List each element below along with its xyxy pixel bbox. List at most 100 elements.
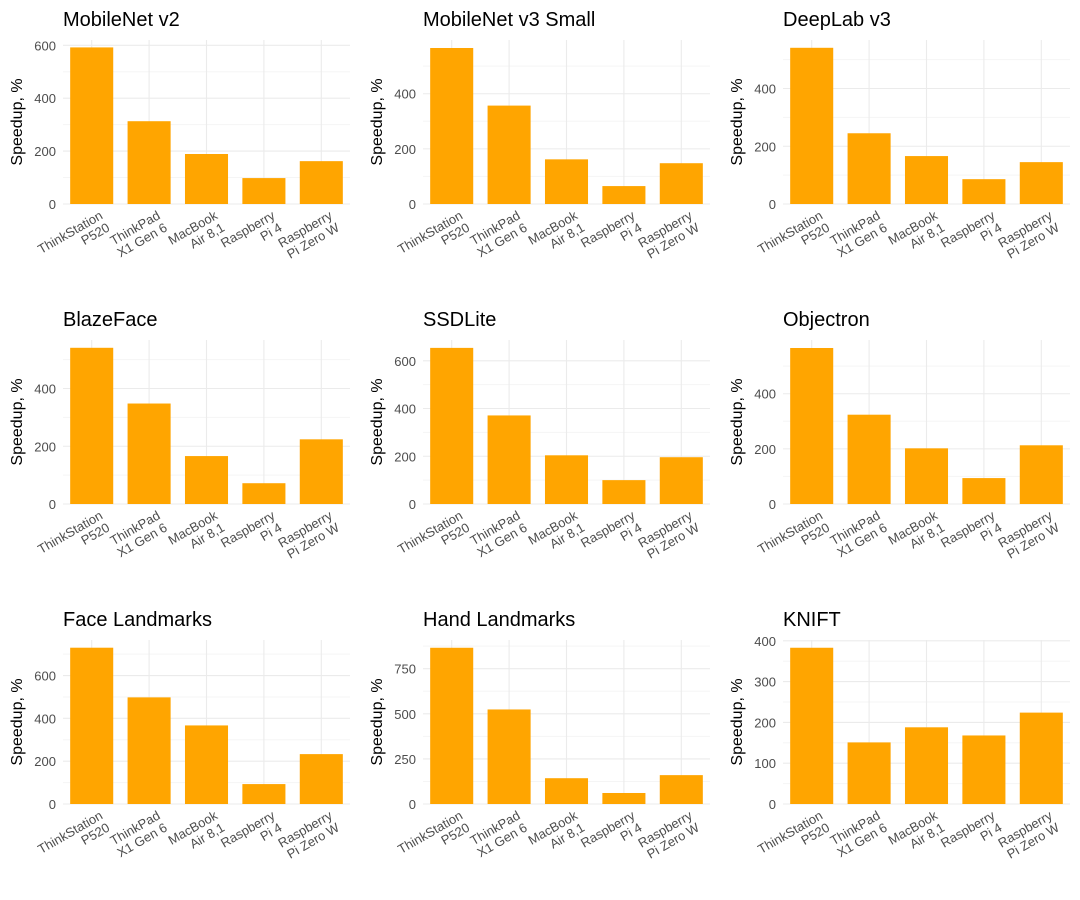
chart-panel: Objectron 0 200 400 Speedup, % ThinkStationP5… — [729, 309, 1070, 569]
y-tick-label: 400 — [34, 711, 56, 726]
bar — [487, 105, 531, 204]
bar — [242, 784, 286, 804]
y-tick-label: 200 — [754, 442, 776, 457]
y-tick-label: 200 — [754, 139, 776, 154]
bar — [602, 792, 646, 804]
chart-panel: DeepLab v3 0 200 400 Speedup, % ThinkStationP… — [729, 9, 1070, 269]
x-tick-label: RaspberryPi Zero W — [275, 807, 342, 862]
x-tick-label: RaspberryPi Zero W — [995, 507, 1062, 562]
chart-title: BlazeFace — [63, 309, 158, 331]
x-tick-label: MacBookAir 8,1 — [526, 207, 588, 259]
y-tick-label: 0 — [409, 797, 416, 812]
y-tick-label: 400 — [754, 634, 776, 649]
y-tick-label: 400 — [754, 387, 776, 402]
bar — [430, 347, 474, 504]
y-axis-label: Speedup, % — [9, 78, 26, 165]
x-tick-label: ThinkStationP520 — [755, 208, 832, 269]
y-tick-label: 300 — [754, 675, 776, 690]
bar — [242, 178, 286, 204]
x-tick-label: MacBookAir 8,1 — [166, 807, 228, 859]
y-axis-label: Speedup, % — [369, 678, 386, 765]
x-tick-label: RaspberryPi 4 — [938, 207, 1005, 262]
bar — [299, 754, 343, 804]
bar — [659, 457, 703, 504]
bar — [70, 47, 114, 205]
bar — [1019, 445, 1063, 504]
x-tick-label: RaspberryPi Zero W — [275, 207, 342, 262]
bar — [847, 133, 891, 204]
y-tick-label: 200 — [34, 144, 56, 159]
chart-title: KNIFT — [783, 609, 841, 631]
y-tick-label: 0 — [769, 497, 776, 512]
bar — [487, 415, 531, 504]
chart-panel: BlazeFace 0 200 400 Speedup, % ThinkStationP5… — [9, 309, 350, 569]
bar — [127, 403, 171, 504]
x-tick-label: MacBookAir 8,1 — [526, 807, 588, 859]
bar — [790, 347, 834, 504]
bar — [544, 778, 589, 804]
chart-panel: SSDLite 0 200 400 600 Speedup, % ThinkStationP… — [369, 309, 710, 562]
y-tick-label: 750 — [394, 662, 416, 677]
x-tick-label: MacBookAir 8,1 — [886, 807, 948, 859]
x-tick-label: ThinkPadX1 Gen 6 — [108, 508, 170, 561]
x-tick-label: ThinkPadX1 Gen 6 — [108, 808, 170, 861]
chart-title: DeepLab v3 — [783, 9, 891, 31]
y-tick-label: 400 — [754, 82, 776, 97]
bar — [602, 480, 646, 504]
bar — [430, 647, 474, 804]
bar — [904, 448, 949, 504]
x-tick-label: RaspberryPi 4 — [578, 207, 645, 262]
bar — [790, 647, 834, 804]
y-tick-label: 200 — [34, 439, 56, 454]
x-tick-label: ThinkStationP520 — [395, 808, 472, 869]
x-tick-label: RaspberryPi Zero W — [635, 507, 702, 562]
y-tick-label: 600 — [394, 354, 416, 369]
y-tick-label: 400 — [34, 91, 56, 106]
chart-panel: MobileNet v2 0 200 400 600 Speedup, % ThinkSta… — [9, 9, 350, 269]
y-tick-label: 400 — [394, 402, 416, 417]
bar — [847, 742, 891, 804]
chart-title: Objectron — [783, 309, 870, 331]
y-tick-label: 0 — [49, 497, 56, 512]
chart-title: Hand Landmarks — [423, 609, 575, 631]
bar — [790, 47, 834, 204]
bar — [904, 727, 949, 804]
bar — [127, 697, 171, 804]
bar — [70, 647, 114, 804]
y-axis-label: Speedup, % — [9, 678, 26, 765]
x-tick-label: MacBookAir 8,1 — [526, 507, 588, 559]
x-tick-label: MacBookAir 8,1 — [886, 207, 948, 259]
bar — [847, 414, 891, 504]
chart-panel: Face Landmarks 0 200 400 600 Speedup, % ThinkS… — [9, 609, 350, 862]
bar — [299, 161, 343, 204]
bar — [1019, 712, 1063, 804]
chart-panel: Hand Landmarks 0 250 500 750 Speedup, % ThinkS… — [369, 609, 710, 869]
x-tick-label: MacBookAir 8,1 — [166, 507, 228, 559]
x-tick-label: ThinkStationP520 — [755, 808, 832, 869]
chart-title: MobileNet v3 Small — [423, 9, 595, 31]
x-tick-label: ThinkStationP520 — [755, 508, 832, 569]
y-axis-label: Speedup, % — [9, 378, 26, 465]
x-tick-label: RaspberryPi Zero W — [635, 207, 702, 262]
x-tick-label: ThinkPadX1 Gen 6 — [468, 208, 530, 261]
x-tick-label: RaspberryPi 4 — [218, 807, 285, 862]
x-tick-label: ThinkStationP520 — [35, 508, 112, 569]
bar — [904, 156, 949, 204]
x-tick-label: RaspberryPi Zero W — [275, 507, 342, 562]
bar — [544, 455, 589, 504]
chart-title: SSDLite — [423, 309, 496, 331]
x-tick-label: ThinkStationP520 — [35, 208, 112, 269]
y-tick-label: 200 — [34, 754, 56, 769]
y-tick-label: 600 — [34, 38, 56, 53]
x-tick-label: RaspberryPi 4 — [938, 807, 1005, 862]
y-tick-label: 200 — [394, 449, 416, 464]
bar — [962, 478, 1006, 504]
y-tick-label: 0 — [769, 197, 776, 212]
y-tick-label: 400 — [34, 382, 56, 397]
bar — [184, 725, 229, 804]
bar — [962, 179, 1006, 204]
chart-panel: MobileNet v3 Small 0 200 400 Speedup, % Think… — [369, 9, 710, 262]
y-axis-label: Speedup, % — [729, 378, 746, 465]
bar — [430, 47, 474, 204]
